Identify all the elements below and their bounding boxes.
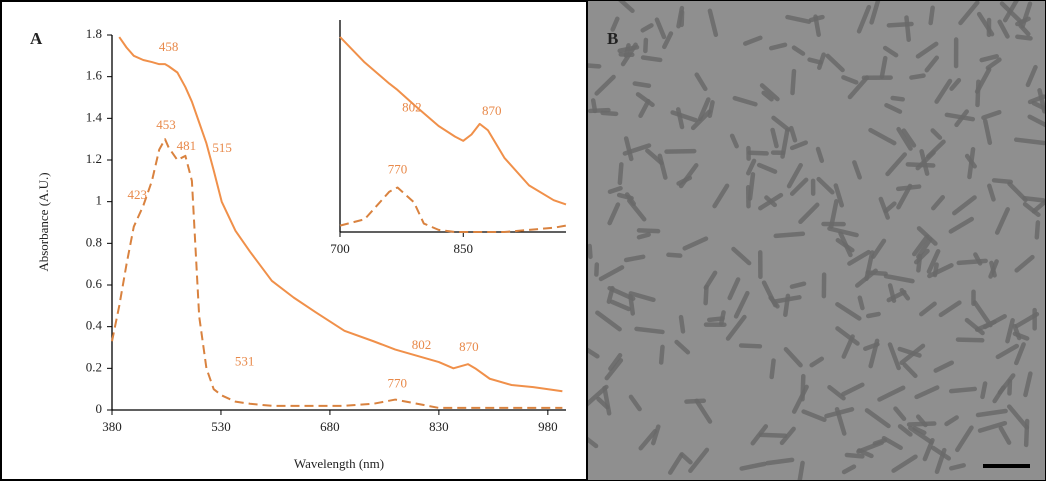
cell [816,17,819,35]
peak-label: 515 [212,140,232,155]
cell [750,153,767,154]
x-tick-label: 680 [320,419,340,434]
cell [951,465,963,468]
cell [893,98,903,99]
cell [860,298,863,308]
y-tick-label: 0.4 [86,318,103,333]
peak-label: 870 [482,103,502,118]
x-tick-label: 850 [454,241,474,256]
y-tick-label: 0.6 [86,276,103,291]
peak-label: 453 [156,117,176,132]
panel-label: B [607,29,618,48]
cell [681,317,683,331]
y-axis-label: Absorbance (A.U.) [36,172,51,271]
y-tick-label: 1 [96,193,103,208]
cell [772,361,774,377]
micrograph-background [588,1,1045,480]
cell [994,180,1011,182]
cell [792,71,793,93]
cell [776,234,803,236]
cell [982,383,985,396]
cell [761,435,785,436]
x-axis-label: Wavelength (nm) [294,456,384,471]
cell [931,8,933,23]
cell [991,263,994,275]
y-tick-label: 0.8 [86,234,102,249]
peak-label: 770 [388,161,408,176]
cell [645,40,646,51]
cell [741,345,760,346]
cell [590,246,591,257]
peak-label: 423 [127,187,147,202]
cell [620,164,621,182]
cell [635,84,649,86]
peak-label: 458 [159,39,179,54]
cell [847,455,862,456]
cell [721,312,723,323]
cell [667,151,695,152]
x-tick-label: 380 [102,419,122,434]
cell [959,261,986,263]
y-tick-label: 1.4 [86,109,103,124]
cell [911,76,923,78]
peak-label: 870 [459,339,479,354]
peak-label: 531 [235,353,255,368]
panel-label: A [30,29,43,48]
cell [590,110,608,111]
cell [1026,421,1027,445]
cell [637,329,663,332]
peak-label: 481 [177,138,197,153]
peak-label: 802 [402,99,422,114]
cell [626,257,643,260]
cell [668,255,680,256]
cell [868,314,878,316]
cell [661,347,662,363]
cell [810,60,821,63]
x-tick-label: 980 [538,419,558,434]
cell [603,113,616,114]
y-tick-label: 0 [96,401,103,416]
peak-label: 802 [412,337,432,352]
cell [951,389,975,391]
y-tick-label: 1.8 [86,26,102,41]
x-tick-label: 700 [330,241,350,256]
cell [909,424,934,425]
x-tick-label: 830 [429,419,449,434]
micrograph [582,0,1048,481]
peak-label: 770 [388,376,408,391]
cell [868,272,886,273]
cell [639,230,658,231]
cell [792,284,804,287]
cell [958,340,982,341]
cell [889,24,912,25]
y-tick-label: 0.2 [86,359,102,374]
cell [750,174,753,198]
cell [906,18,908,40]
cell [800,463,803,481]
cell [1037,222,1038,237]
cell [898,187,919,189]
cell [1017,37,1030,39]
x-tick-label: 530 [211,419,231,434]
cell [977,82,978,105]
cell [1025,198,1044,200]
cell [643,58,660,60]
cell [686,401,703,402]
y-tick-label: 1.6 [86,68,103,83]
cell [639,235,649,238]
y-tick-label: 1.2 [86,151,102,166]
